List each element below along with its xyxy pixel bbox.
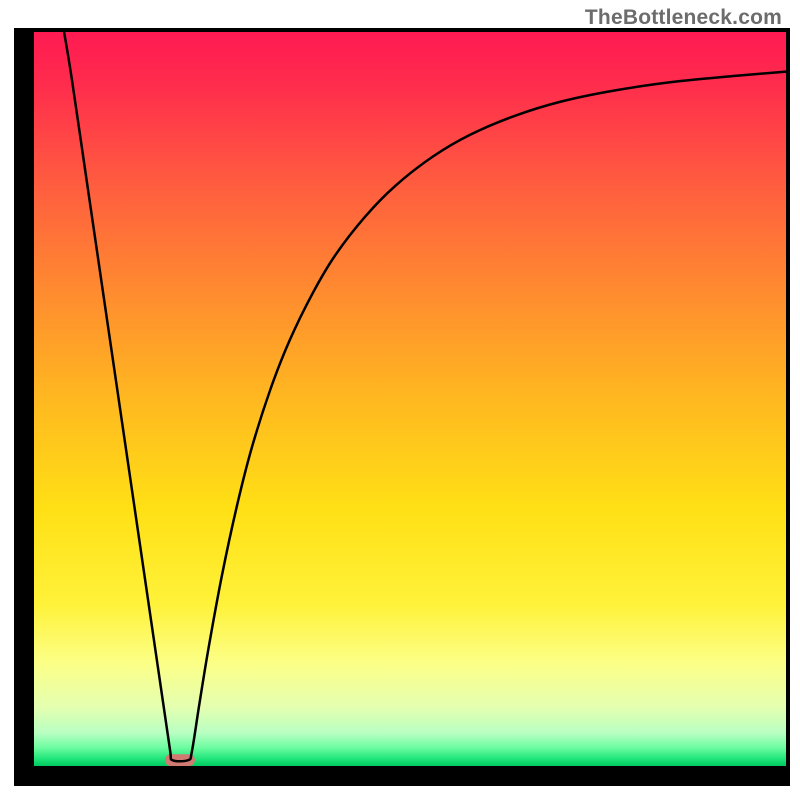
- watermark: TheBottleneck.com: [585, 6, 782, 30]
- chart-svg: [0, 0, 800, 800]
- frame-left: [14, 28, 34, 786]
- frame-bottom: [14, 766, 790, 786]
- frame-right: [786, 28, 790, 786]
- chart-background: [34, 32, 786, 766]
- bottleneck-chart: TheBottleneck.com: [0, 0, 800, 800]
